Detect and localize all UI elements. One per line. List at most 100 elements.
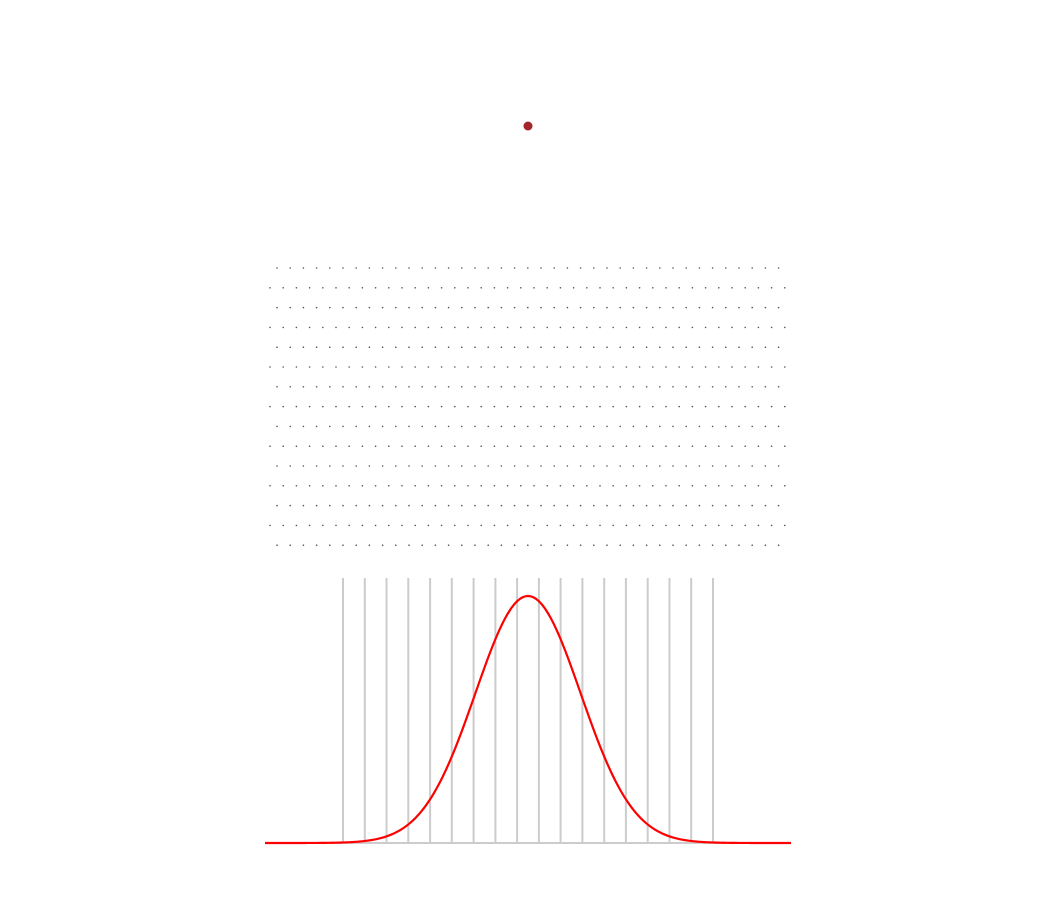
lattice-dot <box>480 366 483 368</box>
lattice-dot <box>579 544 582 546</box>
lattice-dot <box>698 425 701 428</box>
lattice-dot <box>520 287 522 289</box>
lattice-dot <box>381 425 384 428</box>
lattice-dot <box>638 326 641 329</box>
lattice-dot <box>282 524 285 527</box>
lattice-dot <box>665 445 667 448</box>
lattice-dot <box>447 306 450 309</box>
lattice-dot <box>506 287 509 289</box>
lattice-dot <box>691 326 694 329</box>
lattice-dot <box>480 524 483 527</box>
lattice-dot <box>625 405 628 408</box>
lattice-dot <box>395 544 397 546</box>
lattice-dot <box>342 386 344 388</box>
lattice-dot <box>527 306 529 309</box>
lattice-dot <box>401 366 403 368</box>
lattice-dot <box>718 485 720 487</box>
lattice-dot <box>395 386 397 388</box>
lattice-dot <box>461 504 463 507</box>
lattice-dot <box>520 485 522 487</box>
lattice-dot <box>593 465 595 467</box>
lattice-dot <box>757 366 760 368</box>
lattice-dot <box>308 524 311 527</box>
lattice-dot <box>553 504 555 507</box>
lattice-dot <box>738 425 740 428</box>
lattice-dot <box>606 425 608 428</box>
lattice-dot <box>421 425 424 428</box>
lattice-dot <box>388 524 390 527</box>
lattice-dot <box>619 267 621 269</box>
lattice-dot <box>289 425 292 428</box>
lattice-dot <box>335 485 337 487</box>
lattice-dot <box>269 524 271 527</box>
lattice-dot <box>764 465 767 467</box>
lattice-dot <box>672 346 674 349</box>
dot-lattice <box>269 267 786 546</box>
lattice-dot <box>368 267 371 269</box>
lattice-dot <box>553 306 555 309</box>
lattice-dot <box>322 485 324 487</box>
lattice-dot <box>638 485 641 487</box>
lattice-dot <box>731 485 733 487</box>
lattice-dot <box>289 346 292 349</box>
lattice-dot <box>342 267 344 269</box>
lattice-dot <box>619 386 621 388</box>
lattice-dot <box>625 485 628 487</box>
lattice-dot <box>276 425 278 428</box>
lattice-dot <box>751 386 753 388</box>
lattice-dot <box>447 386 450 388</box>
lattice-dot <box>527 346 529 349</box>
lattice-dot <box>566 346 569 349</box>
lattice-dot <box>368 346 371 349</box>
lattice-dot <box>408 504 410 507</box>
lattice-dot <box>374 445 377 448</box>
lattice-dot <box>454 485 456 487</box>
lattice-dot <box>474 386 476 388</box>
lattice-dot <box>461 306 463 309</box>
lattice-dot <box>711 465 714 467</box>
lattice-dot <box>711 306 714 309</box>
lattice-dot <box>474 267 476 269</box>
lattice-dot <box>619 425 621 428</box>
lattice-dot <box>513 267 516 269</box>
lattice-dot <box>770 405 773 408</box>
lattice-dot <box>678 287 680 289</box>
lattice-dot <box>368 465 371 467</box>
lattice-dot <box>493 445 496 448</box>
lattice-dot <box>361 287 364 289</box>
lattice-dot <box>388 445 390 448</box>
lattice-dot <box>566 504 569 507</box>
lattice-dot <box>355 544 358 546</box>
lattice-dot <box>659 425 661 428</box>
lattice-dot <box>784 485 786 487</box>
lattice-dot <box>559 366 562 368</box>
lattice-dot <box>295 524 298 527</box>
lattice-dot <box>606 465 608 467</box>
lattice-dot <box>348 287 351 289</box>
lattice-dot <box>638 366 641 368</box>
lattice-dot <box>751 267 753 269</box>
lattice-dot <box>784 287 786 289</box>
lattice-dot <box>500 544 503 546</box>
lattice-dot <box>467 366 469 368</box>
lattice-dot <box>678 366 680 368</box>
lattice-dot <box>414 524 417 527</box>
source-dot <box>523 121 533 131</box>
lattice-dot <box>427 485 430 487</box>
lattice-dot <box>672 425 674 428</box>
lattice-dot <box>685 267 687 269</box>
lattice-dot <box>691 445 694 448</box>
lattice-dot <box>493 326 496 329</box>
lattice-dot <box>361 445 364 448</box>
lattice-dot <box>645 425 648 428</box>
lattice-dot <box>751 346 753 349</box>
lattice-dot <box>302 306 305 309</box>
lattice-dot <box>612 326 614 329</box>
lattice-dot <box>454 524 456 527</box>
lattice-dot <box>480 445 483 448</box>
lattice-dot <box>447 346 450 349</box>
lattice-dot <box>751 465 753 467</box>
lattice-dot <box>289 267 292 269</box>
lattice-dot <box>579 306 582 309</box>
lattice-dot <box>572 524 575 527</box>
